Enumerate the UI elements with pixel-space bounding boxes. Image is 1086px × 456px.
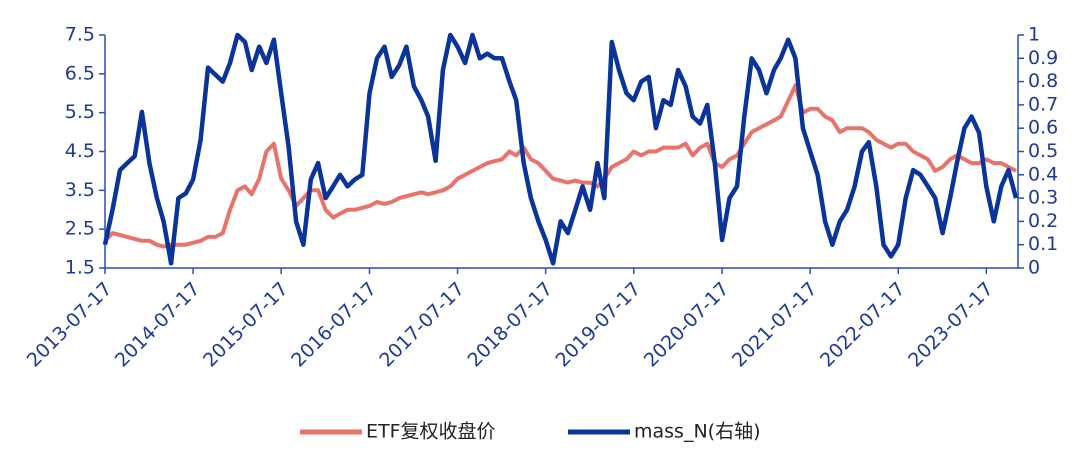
y2-tick-label: 0 (1028, 257, 1040, 279)
y2-tick-label: 0.6 (1028, 117, 1058, 139)
y2-tick-label: 0.9 (1028, 47, 1058, 69)
y2-tick-label: 0.5 (1028, 140, 1058, 162)
y-tick-label: 3.5 (65, 179, 95, 201)
x-tick-label: 2017-07-17 (375, 278, 469, 372)
x-tick-label: 2018-07-17 (463, 278, 557, 372)
y2-tick-label: 0.2 (1028, 210, 1058, 232)
y2-tick-label: 0.8 (1028, 70, 1058, 92)
y2-tick-label: 0.4 (1028, 163, 1058, 185)
x-tick-label: 2022-07-17 (816, 278, 910, 372)
x-tick-label: 2023-07-17 (904, 278, 998, 372)
legend-label: mass_N(右轴) (634, 421, 761, 443)
x-tick-label: 2016-07-17 (287, 278, 381, 372)
y-tick-label: 1.5 (65, 257, 95, 279)
x-tick-label: 2021-07-17 (728, 278, 822, 372)
y2-tick-label: 0.7 (1028, 93, 1058, 115)
y2-tick-label: 0.1 (1028, 233, 1058, 255)
y2-tick-label: 0.3 (1028, 187, 1058, 209)
y-tick-label: 4.5 (65, 140, 95, 162)
y-tick-label: 2.5 (65, 218, 95, 240)
series-line (102, 32, 1019, 266)
x-tick-label: 2019-07-17 (552, 278, 646, 372)
y-tick-label: 6.5 (65, 62, 95, 84)
x-tick-label: 2020-07-17 (640, 278, 734, 372)
x-tick-label: 2015-07-17 (199, 278, 293, 372)
legend-label: ETF复权收盘价 (366, 421, 496, 443)
x-tick-label: 2013-07-17 (23, 278, 117, 372)
y-tick-label: 7.5 (65, 24, 95, 46)
y-tick-label: 5.5 (65, 101, 95, 123)
y2-tick-label: 1 (1028, 24, 1040, 46)
series-line (103, 83, 1017, 249)
x-tick-label: 2014-07-17 (111, 278, 205, 372)
